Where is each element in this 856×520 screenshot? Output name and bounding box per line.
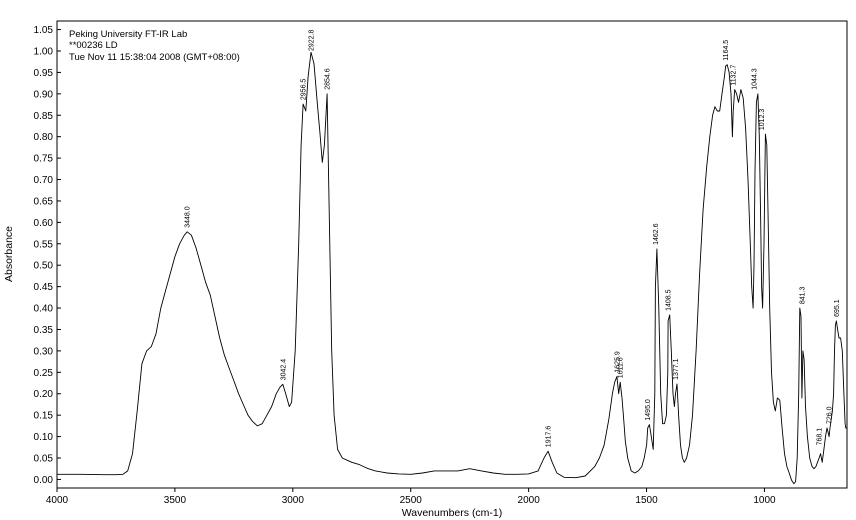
y-tick-label: 0.80 (34, 132, 54, 143)
plot-frame (56, 20, 848, 489)
peak-label: 768.1 (817, 428, 824, 446)
y-tick-label: 0.20 (34, 389, 54, 400)
peak-label: 1377.1 (673, 358, 680, 380)
x-tick-label: 3500 (164, 495, 187, 506)
y-tick-label: 0.00 (34, 475, 54, 486)
peak-label: 695.1 (834, 299, 841, 317)
y-tick-label: 0.75 (34, 154, 54, 165)
y-tick-label: 0.55 (34, 239, 54, 250)
y-axis: 0.00 0.05 0.10 0.15 0.20 0.25 0.30 0.35 0.40 0.45… (34, 25, 61, 486)
y-tick-label: 0.25 (34, 368, 54, 379)
peak-labels: 3448.0 3042.4 2956.5 2922.8 2854.6 1917.6 1625… (185, 29, 841, 447)
x-tick-label: 1000 (753, 495, 776, 506)
x-tick-label: 2000 (518, 495, 541, 506)
x-tick-label: 2500 (400, 495, 423, 506)
y-tick-label: 0.65 (34, 196, 54, 207)
header-line-3: Tue Nov 11 15:38:04 2008 (GMT+08:00) (69, 52, 240, 63)
y-tick-label: 0.30 (34, 346, 54, 357)
peak-label: 1495.0 (645, 399, 652, 421)
x-tick-label: 3000 (282, 495, 305, 506)
peak-label: 2922.8 (309, 29, 316, 51)
x-tick-label: 1500 (635, 495, 658, 506)
peak-label: 2854.6 (325, 68, 332, 90)
header-line-1: Peking University FT-IR Lab (69, 29, 187, 40)
peak-label: 1917.6 (546, 426, 553, 448)
y-tick-label: 0.85 (34, 111, 54, 122)
y-tick-label: 0.35 (34, 325, 54, 336)
peak-label: 3448.0 (185, 206, 192, 228)
header-line-2: **00236 LD (69, 40, 118, 51)
y-tick-label: 0.95 (34, 68, 54, 79)
x-axis: 4000 3500 3000 2500 2000 1500 1000 (46, 488, 776, 506)
y-axis-title: Absorbance (3, 226, 15, 282)
peak-label: 2956.5 (301, 79, 308, 101)
peak-label: 3042.4 (280, 359, 287, 381)
y-tick-label: 1.05 (34, 25, 54, 36)
peak-label: 841.3 (799, 286, 806, 304)
x-axis-title: Wavenumbers (cm-1) (402, 507, 503, 519)
peak-label: 1012.3 (759, 109, 766, 131)
peak-label: 1611.6 (618, 357, 625, 378)
peak-label: 726.0 (827, 406, 834, 424)
y-tick-label: 0.70 (34, 175, 54, 186)
x-tick-label: 4000 (46, 495, 69, 506)
peak-label: 1044.3 (752, 68, 759, 90)
y-tick-label: 0.45 (34, 282, 54, 293)
y-tick-label: 1.00 (34, 46, 54, 57)
y-tick-label: 0.40 (34, 304, 54, 315)
peak-label: 1132.7 (731, 65, 738, 86)
y-tick-label: 0.60 (34, 218, 54, 229)
peak-label: 1625.9 (614, 351, 621, 373)
y-tick-label: 0.15 (34, 411, 54, 422)
spectrum-line (57, 51, 847, 485)
y-tick-label: 0.05 (34, 454, 54, 465)
y-tick-label: 0.90 (34, 89, 54, 100)
y-tick-label: 0.50 (34, 261, 54, 272)
peak-label: 1164.5 (723, 40, 730, 61)
peak-label: 1408.5 (666, 289, 673, 311)
peak-label: 1462.6 (653, 223, 660, 245)
y-tick-label: 0.10 (34, 432, 54, 443)
